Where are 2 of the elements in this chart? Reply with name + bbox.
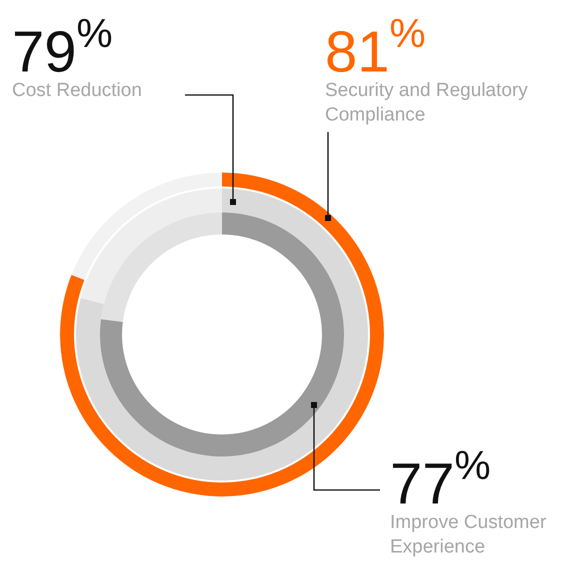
category-label: Cost Reduction (12, 80, 142, 101)
category-label: Security and Regulatory Compliance (325, 80, 528, 126)
